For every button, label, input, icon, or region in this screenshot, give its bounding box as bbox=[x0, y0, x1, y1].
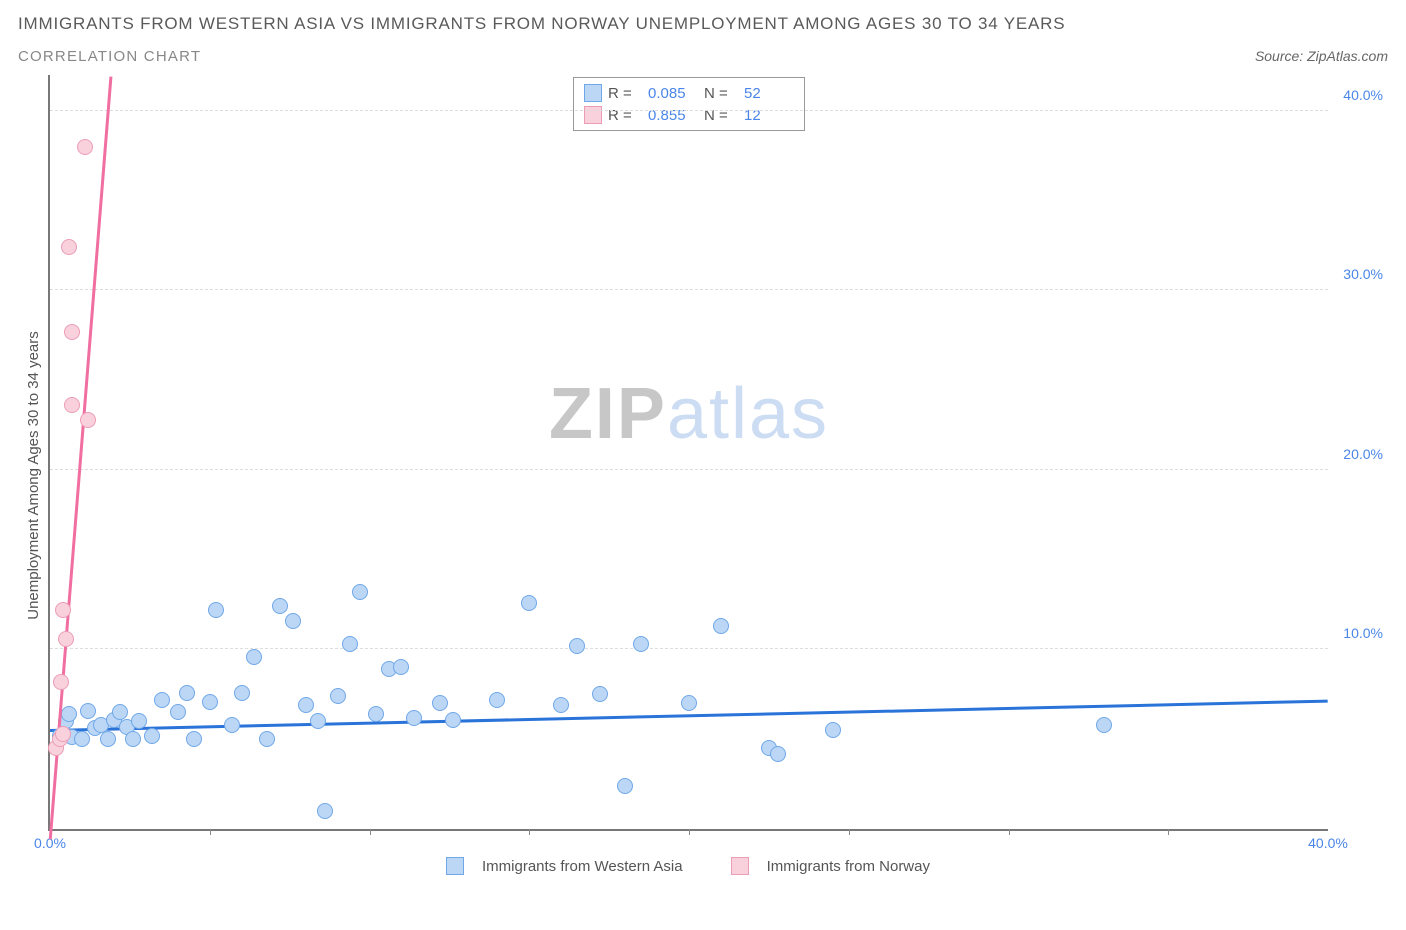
legend-swatch bbox=[584, 106, 602, 124]
data-point bbox=[432, 695, 448, 711]
data-point bbox=[61, 239, 77, 255]
data-point bbox=[342, 636, 358, 652]
plot-column: ZIPatlas R =0.085N =52R =0.855N =12 10.0… bbox=[48, 75, 1328, 875]
watermark: ZIPatlas bbox=[549, 373, 829, 455]
data-point bbox=[310, 713, 326, 729]
source-attribution: Source: ZipAtlas.com bbox=[1255, 48, 1388, 64]
data-point bbox=[259, 731, 275, 747]
y-tick-label: 40.0% bbox=[1343, 87, 1383, 103]
data-point bbox=[55, 602, 71, 618]
x-tick-mark bbox=[1168, 829, 1169, 835]
legend-swatch bbox=[446, 857, 464, 875]
data-point bbox=[186, 731, 202, 747]
data-point bbox=[569, 638, 585, 654]
data-point bbox=[61, 706, 77, 722]
correlation-legend: R = 0.085 N = 52 R =0.855N =12 bbox=[573, 77, 805, 131]
y-axis-label-wrap: Unemployment Among Ages 30 to 34 years bbox=[18, 75, 48, 875]
x-tick-mark bbox=[1009, 829, 1010, 835]
x-tick-mark bbox=[849, 829, 850, 835]
data-point bbox=[617, 778, 633, 794]
data-point bbox=[285, 613, 301, 629]
data-point bbox=[53, 674, 69, 690]
data-point bbox=[352, 584, 368, 600]
gridline-h bbox=[50, 110, 1328, 111]
data-point bbox=[55, 726, 71, 742]
chart-container: Unemployment Among Ages 30 to 34 years Z… bbox=[18, 75, 1388, 875]
data-point bbox=[406, 710, 422, 726]
legend-r-value: 0.085 bbox=[648, 85, 698, 102]
legend-swatch bbox=[731, 857, 749, 875]
legend-n-label: N = bbox=[704, 85, 738, 102]
data-point bbox=[713, 618, 729, 634]
data-point bbox=[234, 685, 250, 701]
data-point bbox=[80, 412, 96, 428]
data-point bbox=[80, 703, 96, 719]
series-legend-item: Immigrants from Western Asia bbox=[434, 858, 695, 875]
data-point bbox=[202, 694, 218, 710]
legend-r-label: R = bbox=[608, 85, 642, 102]
data-point bbox=[825, 722, 841, 738]
watermark-atlas: atlas bbox=[667, 374, 829, 454]
data-point bbox=[224, 717, 240, 733]
x-tick-mark bbox=[689, 829, 690, 835]
data-point bbox=[77, 139, 93, 155]
data-point bbox=[393, 659, 409, 675]
data-point bbox=[681, 695, 697, 711]
data-point bbox=[58, 631, 74, 647]
series-legend: Immigrants from Western Asia Immigrants f… bbox=[48, 831, 1328, 875]
data-point bbox=[368, 706, 384, 722]
data-point bbox=[521, 595, 537, 611]
y-tick-label: 10.0% bbox=[1343, 625, 1383, 641]
data-point bbox=[64, 397, 80, 413]
data-point bbox=[131, 713, 147, 729]
chart-title: IMMIGRANTS FROM WESTERN ASIA VS IMMIGRAN… bbox=[18, 14, 1388, 34]
y-axis-label: Unemployment Among Ages 30 to 34 years bbox=[25, 331, 42, 620]
data-point bbox=[553, 697, 569, 713]
source-prefix: Source: bbox=[1255, 48, 1307, 64]
chart-subtitle: CORRELATION CHART bbox=[18, 48, 201, 65]
data-point bbox=[125, 731, 141, 747]
data-point bbox=[633, 636, 649, 652]
data-point bbox=[330, 688, 346, 704]
legend-n-value: 52 bbox=[744, 85, 794, 102]
data-point bbox=[445, 712, 461, 728]
y-tick-label: 30.0% bbox=[1343, 266, 1383, 282]
data-point bbox=[317, 803, 333, 819]
x-tick-mark bbox=[370, 829, 371, 835]
data-point bbox=[74, 731, 90, 747]
series-name: Immigrants from Norway bbox=[767, 858, 930, 875]
gridline-h bbox=[50, 648, 1328, 649]
data-point bbox=[144, 728, 160, 744]
x-tick-mark bbox=[210, 829, 211, 835]
gridline-h bbox=[50, 289, 1328, 290]
plot-area: ZIPatlas R =0.085N =52R =0.855N =12 10.0… bbox=[48, 75, 1328, 831]
data-point bbox=[272, 598, 288, 614]
x-tick-label: 40.0% bbox=[1308, 835, 1348, 851]
right-margin bbox=[1328, 75, 1388, 875]
legend-row: R = 0.085 N = 52 bbox=[584, 82, 794, 104]
series-legend-item: Immigrants from Norway bbox=[719, 858, 942, 875]
data-point bbox=[770, 746, 786, 762]
gridline-h bbox=[50, 469, 1328, 470]
data-point bbox=[298, 697, 314, 713]
data-point bbox=[592, 686, 608, 702]
series-name: Immigrants from Western Asia bbox=[482, 858, 683, 875]
data-point bbox=[246, 649, 262, 665]
data-point bbox=[154, 692, 170, 708]
data-point bbox=[489, 692, 505, 708]
x-tick-mark bbox=[529, 829, 530, 835]
source-name: ZipAtlas.com bbox=[1307, 48, 1388, 64]
legend-row: R =0.855N =12 bbox=[584, 104, 794, 126]
data-point bbox=[179, 685, 195, 701]
data-point bbox=[170, 704, 186, 720]
data-point bbox=[100, 731, 116, 747]
data-point bbox=[208, 602, 224, 618]
y-tick-label: 20.0% bbox=[1343, 446, 1383, 462]
legend-swatch bbox=[584, 84, 602, 102]
watermark-zip: ZIP bbox=[549, 374, 667, 454]
data-point bbox=[1096, 717, 1112, 733]
subtitle-row: CORRELATION CHART Source: ZipAtlas.com bbox=[18, 48, 1388, 65]
data-point bbox=[64, 324, 80, 340]
